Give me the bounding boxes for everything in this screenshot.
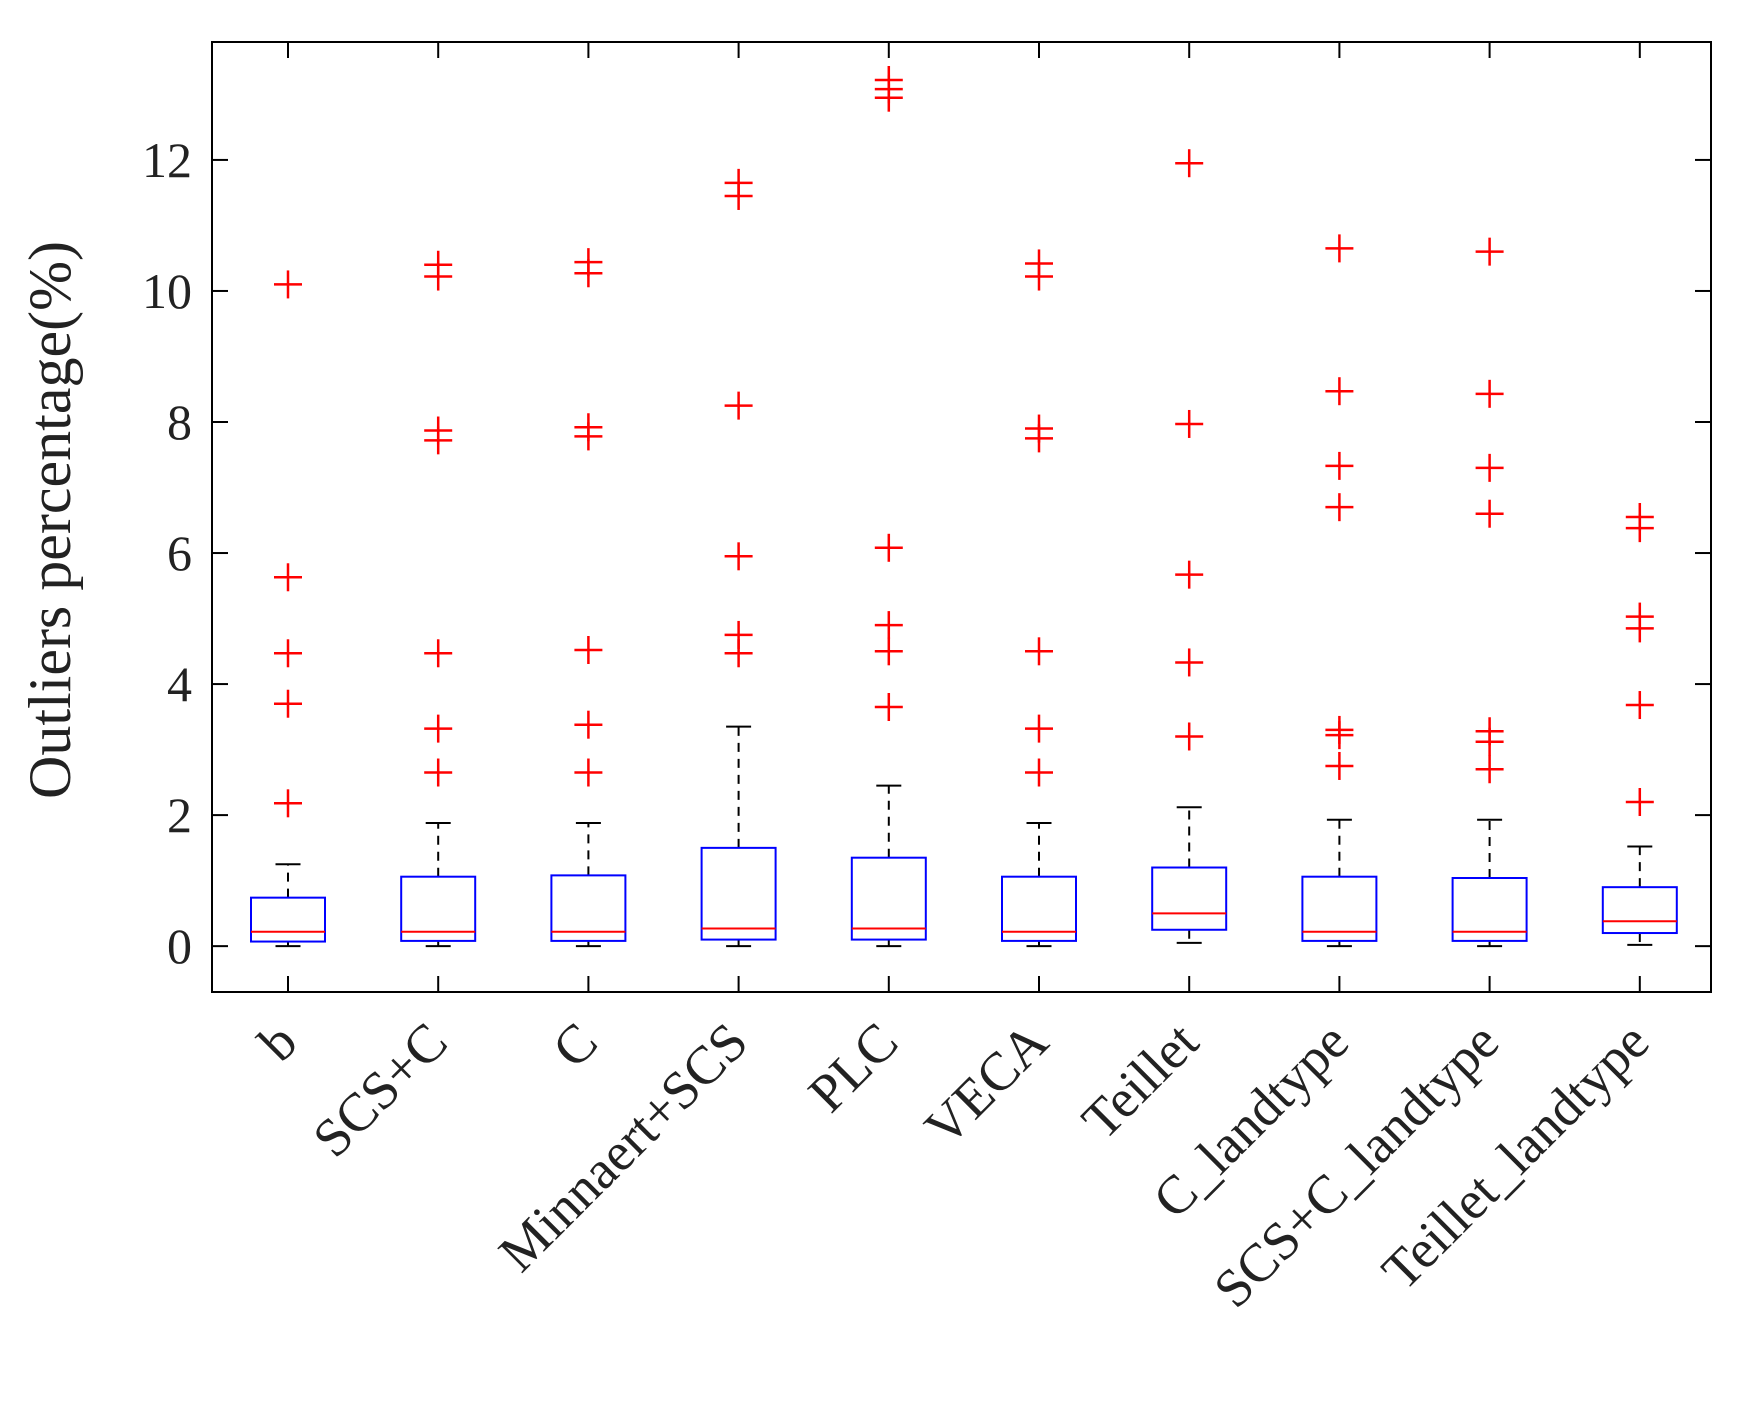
category-label: PLC [797,1011,909,1123]
box-group [550,248,627,948]
iqr-box [700,846,777,941]
boxes [250,66,1678,948]
outlier-point [574,248,603,277]
box-group [1001,249,1077,948]
outlier-point [1175,648,1204,677]
category-label: Teillet [1070,1011,1209,1150]
outlier-point [724,620,753,649]
outlier-point [1625,788,1654,816]
outlier-point [274,689,302,718]
outlier-point [1325,451,1354,480]
outlier-point [1475,755,1504,784]
outlier-point [1625,602,1654,631]
outlier-point [1175,722,1204,751]
iqr-box [400,875,477,942]
outlier-point [1325,715,1354,744]
y-tick-label: 12 [142,132,192,188]
outlier-point [1025,249,1053,278]
outlier-point [1475,499,1504,528]
y-tick-label: 8 [167,394,192,450]
category-label: SCS+C [301,1011,458,1168]
outlier-point [424,714,453,743]
outlier-point [1025,414,1053,443]
outlier-point [1625,691,1654,720]
box-group [850,66,927,948]
outlier-point [574,758,603,787]
outlier-point [1325,493,1354,522]
outlier-point [1175,560,1204,589]
outlier-point [274,270,302,299]
outlier-point [724,542,753,571]
category-label: VECA [913,1011,1059,1157]
outlier-point [1025,637,1053,666]
outlier-point [1325,377,1354,406]
outlier-point [1475,379,1504,408]
outlier-point [724,168,753,197]
plot-frame [211,41,1712,993]
outlier-point [424,416,453,445]
category-label: b [247,1011,309,1073]
box-group [1301,234,1378,948]
outlier-point [874,693,903,721]
outlier-point [1475,453,1504,482]
outlier-point [1475,717,1504,746]
outlier-point [874,637,903,666]
outlier-point [1175,409,1204,438]
iqr-box [1451,877,1528,942]
outlier-point [274,789,302,818]
iqr-box [850,856,927,941]
box-group [250,270,326,948]
outlier-point [1025,714,1053,743]
category-label: Minnaert+SCS [487,1011,759,1283]
box-group [1451,237,1528,948]
outlier-point [1175,149,1204,178]
outlier-point [1325,234,1354,263]
y-tick-labels: 0 2 4 6 8 10 12 [142,132,192,974]
box-group [700,168,777,948]
box-group [1601,503,1678,946]
box-group [400,250,477,948]
outlier-point [574,710,603,739]
outlier-point [424,639,453,668]
iqr-box [1601,886,1678,935]
y-tick-label: 0 [167,918,192,974]
outlier-point [574,636,603,664]
iqr-box [1301,875,1378,942]
outlier-point [574,413,603,442]
category-label: Teillet_landtype [1370,1011,1660,1301]
y-tick-label: 4 [167,656,192,712]
axes [211,41,1712,993]
outlier-point [724,391,753,420]
outlier-point [874,533,903,562]
iqr-box [550,874,627,942]
outlier-point [874,66,903,94]
outlier-point [1475,237,1504,266]
outlier-point [1625,503,1654,531]
category-label: C [541,1011,609,1079]
iqr-box [1001,875,1077,942]
iqr-box [1151,866,1228,931]
y-tick-label: 6 [167,525,192,581]
outlier-point [874,611,903,640]
y-tick-label: 2 [167,787,192,843]
outlier-point [424,250,453,279]
outlier-point [274,563,302,592]
outlier-point [1325,751,1354,780]
box-group [1151,149,1228,944]
outlier-point [1025,758,1053,787]
y-axis-title: Outliers percentage(%) [17,241,83,799]
outlier-point [274,639,302,668]
outlier-point [424,758,453,787]
iqr-box [250,896,326,943]
y-tick-label: 10 [142,263,192,319]
